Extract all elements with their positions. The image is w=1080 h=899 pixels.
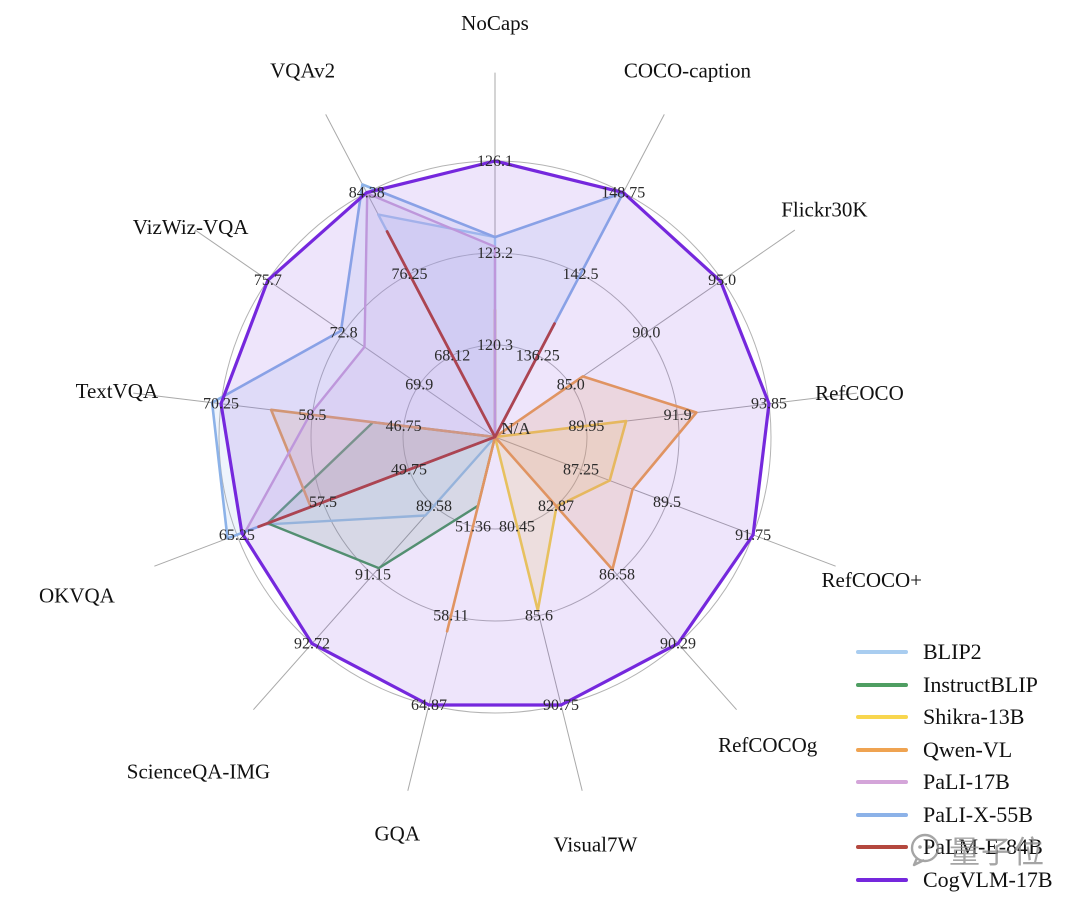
tick-RefCOCOg-82.87: 82.87 [538, 498, 574, 515]
legend-label-InstructBLIP: InstructBLIP [923, 671, 1038, 697]
series-PaLM-E-84B [257, 230, 556, 529]
tick-Visual7W-80.45: 80.45 [499, 518, 535, 535]
tick-ScienceQA-IMG-91.15: 91.15 [355, 567, 391, 584]
tick-RefCOCO-91.9: 91.9 [664, 407, 692, 424]
legend-item-InstructBLIP: InstructBLIP [856, 669, 1053, 702]
tick-Visual7W-85.6: 85.6 [525, 608, 553, 625]
tick-COCO-caption-142.5: 142.5 [563, 266, 599, 283]
tick-RefCOCOg-86.58: 86.58 [599, 567, 635, 584]
legend-item-Qwen-VL: Qwen-VL [856, 734, 1053, 767]
tick-NoCaps-126.1: 126.1 [477, 153, 513, 170]
series-PaLI-X-55B [210, 183, 625, 540]
axis-label-RefCOCOg: RefCOCOg [718, 733, 818, 757]
axis-label-Flickr30K: Flickr30K [781, 198, 867, 222]
axis-label-Visual7W: Visual7W [553, 832, 637, 856]
axis-label-ScienceQA-IMG: ScienceQA-IMG [127, 760, 270, 784]
axis-label-VizWiz-VQA: VizWiz-VQA [133, 215, 250, 239]
legend-swatch-Shikra-13B [856, 715, 908, 720]
axis-label-VQAv2: VQAv2 [270, 58, 335, 82]
tick-VizWiz-VQA-69.9: 69.9 [405, 377, 433, 394]
tick-TextVQA-58.5: 58.5 [298, 407, 326, 424]
axis-line-VizWiz-VQA [194, 229, 496, 438]
legend-item-PaLM-E-84B: PaLM-E-84B [856, 831, 1053, 864]
tick-OKVQA-57.5: 57.5 [309, 494, 337, 511]
tick-VizWiz-VQA-72.8: 72.8 [330, 324, 358, 341]
legend: BLIP2 InstructBLIP Shikra-13B Qwen-VL PaLI-1… [856, 636, 1053, 896]
tick-GQA-51.36: 51.36 [455, 518, 491, 535]
axis-label-NoCaps: NoCaps [461, 11, 529, 35]
tick-TextVQA-70.25: 70.25 [203, 396, 239, 413]
legend-swatch-PaLM-E-84B [856, 845, 908, 850]
tick-RefCOCO-93.85: 93.85 [751, 396, 787, 413]
tick-OKVQA-49.75: 49.75 [391, 462, 427, 479]
legend-item-CogVLM-17B: CogVLM-17B [856, 864, 1053, 897]
tick-RefCOCO+-87.25: 87.25 [563, 462, 599, 479]
tick-COCO-caption-136.25: 136.25 [516, 348, 560, 365]
legend-label-Qwen-VL: Qwen-VL [923, 736, 1013, 762]
legend-item-PaLI-17B: PaLI-17B [856, 766, 1053, 799]
tick-VQAv2-84.38: 84.38 [349, 185, 385, 202]
tick-NoCaps-123.2: 123.2 [477, 245, 513, 262]
tick-GQA-58.11: 58.11 [433, 608, 468, 625]
legend-swatch-InstructBLIP [856, 682, 908, 687]
tick-TextVQA-46.75: 46.75 [386, 418, 422, 435]
legend-swatch-PaLI-X-55B [856, 812, 908, 817]
axis-label-OKVQA: OKVQA [39, 584, 116, 608]
legend-item-Shikra-13B: Shikra-13B [856, 701, 1053, 734]
legend-label-PaLI-17B: PaLI-17B [923, 769, 1010, 795]
series-CogVLM-17B [219, 159, 771, 707]
tick-RefCOCO+-91.75: 91.75 [735, 527, 771, 544]
tick-Visual7W-90.75: 90.75 [543, 697, 579, 714]
tick-ScienceQA-IMG-92.72: 92.72 [294, 636, 330, 653]
legend-label-PaLM-E-84B: PaLM-E-84B [923, 834, 1043, 860]
tick-RefCOCO-89.95: 89.95 [568, 418, 604, 435]
center-na-label: N/A [501, 419, 531, 438]
legend-label-PaLI-X-55B: PaLI-X-55B [923, 801, 1033, 827]
tick-VizWiz-VQA-75.7: 75.7 [254, 272, 282, 289]
tick-GQA-64.87: 64.87 [411, 697, 447, 714]
axis-label-RefCOCO: RefCOCO [815, 381, 904, 405]
tick-RefCOCOg-90.29: 90.29 [660, 636, 696, 653]
axis-label-TextVQA: TextVQA [76, 379, 159, 403]
legend-item-BLIP2: BLIP2 [856, 636, 1053, 669]
axis-label-GQA: GQA [374, 822, 420, 846]
legend-item-PaLI-X-55B: PaLI-X-55B [856, 799, 1053, 832]
tick-RefCOCO+-89.5: 89.5 [653, 494, 681, 511]
series-Shikra-13B [493, 419, 628, 612]
tick-ScienceQA-IMG-89.58: 89.58 [416, 498, 452, 515]
axis-line-RefCOCO+ [494, 436, 836, 567]
tick-OKVQA-65.25: 65.25 [219, 527, 255, 544]
legend-swatch-Qwen-VL [856, 747, 908, 752]
axis-label-RefCOCO+: RefCOCO+ [822, 568, 923, 592]
axis-label-COCO-caption: COCO-caption [624, 58, 752, 82]
tick-Flickr30K-95.0: 95.0 [708, 272, 736, 289]
tick-Flickr30K-85.0: 85.0 [557, 377, 585, 394]
tick-VQAv2-76.25: 76.25 [391, 266, 427, 283]
legend-swatch-BLIP2 [856, 650, 908, 655]
tick-NoCaps-120.3: 120.3 [477, 337, 513, 354]
legend-swatch-CogVLM-17B [856, 877, 908, 882]
legend-label-CogVLM-17B: CogVLM-17B [923, 866, 1053, 892]
legend-swatch-PaLI-17B [856, 780, 908, 785]
tick-COCO-caption-148.75: 148.75 [601, 185, 645, 202]
legend-label-Shikra-13B: Shikra-13B [923, 704, 1025, 730]
tick-Flickr30K-90.0: 90.0 [632, 324, 660, 341]
legend-label-BLIP2: BLIP2 [923, 639, 982, 665]
tick-VQAv2-68.12: 68.12 [434, 348, 470, 365]
